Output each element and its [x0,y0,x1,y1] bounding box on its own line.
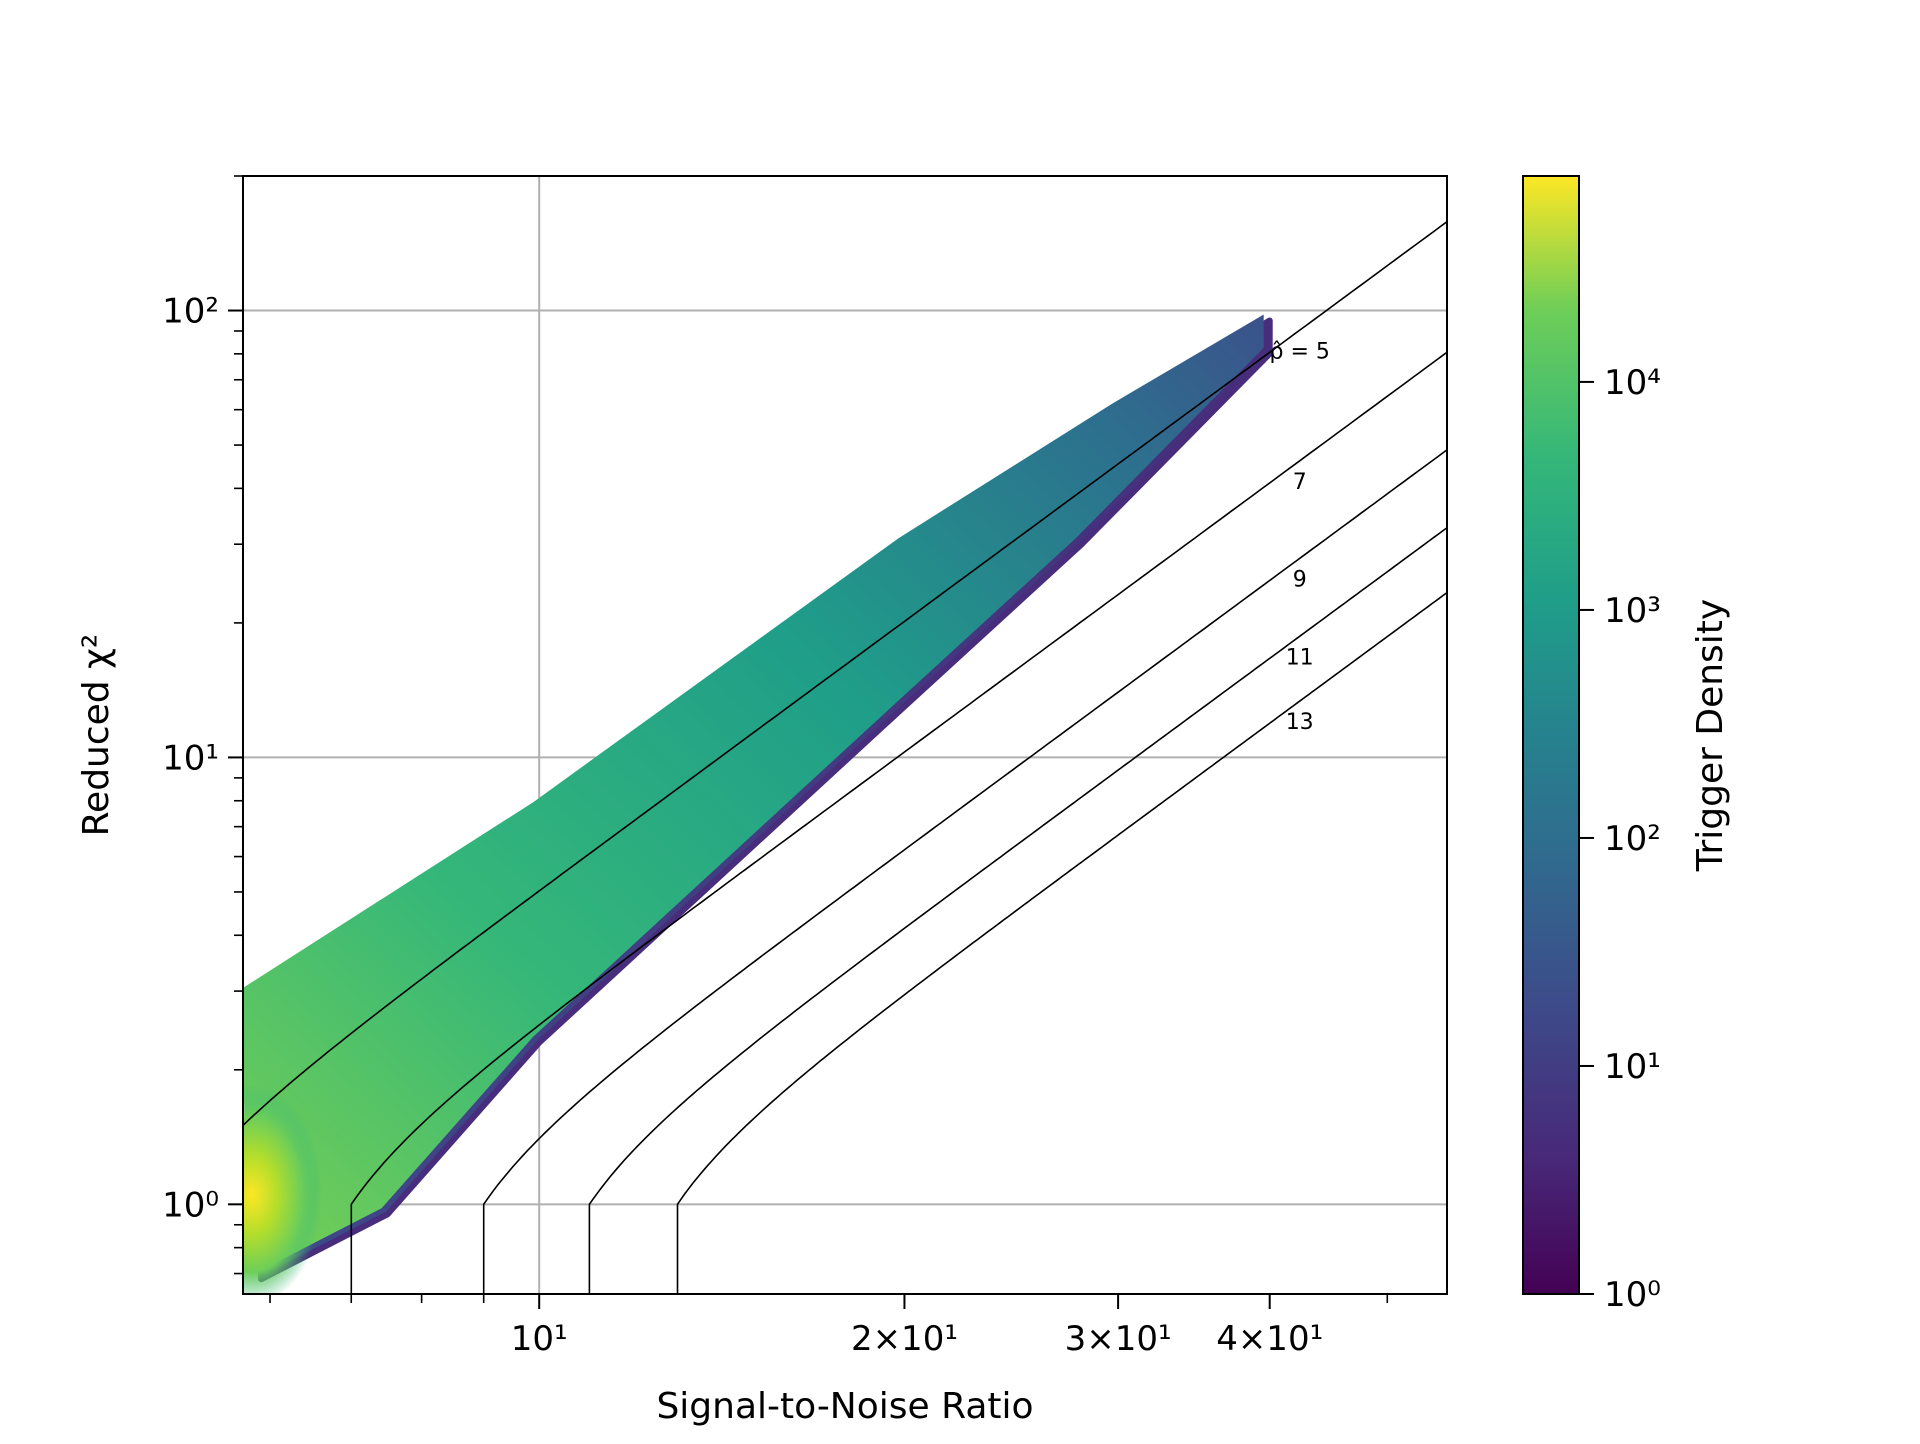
colorbar-ticks: 10⁰ 10¹ 10² 10³ 10⁴ [1579,363,1661,1315]
contour-line [243,221,1447,1127]
contour-labels: ρ̂ = 5 7 9 11 13 [1270,339,1330,735]
colorbar [1522,175,1580,1295]
y-tick-label: 10¹ [162,738,219,778]
contour-line [350,351,1447,1294]
x-tick-label: 3×10¹ [1065,1319,1172,1359]
y-axis-ticks: 10⁰ 10¹ 10² [162,175,243,1275]
density-band [243,314,1273,1294]
contour-label: 7 [1293,470,1307,495]
y-axis-label: Reduced χ² [76,634,117,837]
density-band-fill [243,314,1264,1274]
contour-label: 13 [1286,710,1314,735]
colorbar-label: Trigger Density [1690,599,1731,872]
colorbar-tick-label: 10² [1604,819,1661,859]
x-axis-ticks: 10¹ 2×10¹ 3×10¹ 4×10¹ [269,1294,1389,1359]
y-tick-label: 10⁰ [162,1185,219,1225]
plot-frame [242,175,1448,1295]
y-tick-label: 10² [162,292,219,332]
x-axis-label: Signal-to-Noise Ratio [656,1386,1033,1427]
contour-line [676,591,1447,1294]
x-tick-label: 10¹ [511,1319,568,1359]
x-tick-label: 2×10¹ [851,1319,958,1359]
density-peak [243,1084,323,1294]
contour-label: 11 [1286,645,1314,670]
contour-label: 9 [1293,567,1307,592]
colorbar-tick-label: 10³ [1604,591,1661,631]
colorbar-tick-label: 10¹ [1604,1047,1661,1087]
colorbar-tick-label: 10⁰ [1604,1275,1661,1315]
contour-line [482,449,1447,1294]
contour-lines [243,221,1447,1294]
x-tick-label: 4×10¹ [1216,1319,1323,1359]
contour-label: ρ̂ = 5 [1270,339,1330,364]
contour-line [588,527,1447,1294]
colorbar-tick-label: 10⁴ [1604,363,1661,403]
